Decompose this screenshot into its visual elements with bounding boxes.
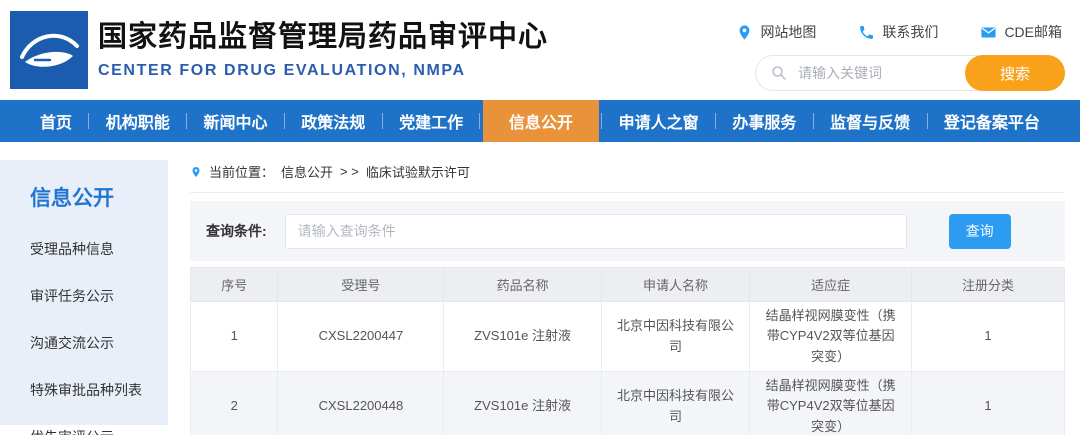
nav-item-supervision-feedback[interactable]: 监督与反馈 bbox=[830, 115, 911, 132]
sidebar-item-priority-review[interactable]: 优先审评公示 bbox=[30, 427, 158, 435]
cell-drug-name: ZVS101e 注射液 bbox=[443, 301, 602, 372]
nav-item-info-disclosure[interactable]: 信息公开 bbox=[482, 100, 599, 142]
nav-separator bbox=[812, 113, 814, 129]
query-label: 查询条件: bbox=[206, 223, 267, 239]
cell-applicant: 北京中因科技有限公司 bbox=[600, 371, 751, 435]
cell-seq: 1 bbox=[189, 301, 279, 372]
search-button[interactable]: 搜索 bbox=[965, 55, 1065, 91]
query-button[interactable]: 查询 bbox=[948, 213, 1011, 249]
sidebar: 信息公开 受理品种信息 审评任务公示 沟通交流公示 特殊审批品种列表 优先审评公… bbox=[0, 160, 168, 435]
cell-applicant: 北京中因科技有限公司 bbox=[600, 301, 751, 372]
nav-item-registration-platform[interactable]: 登记备案平台 bbox=[943, 115, 1040, 132]
breadcrumb-separator: > > bbox=[340, 164, 359, 179]
contact-link[interactable]: 联系我们 bbox=[858, 22, 938, 42]
cell-reg-class: 1 bbox=[911, 371, 1065, 435]
site-header: 国家药品监督管理局药品审评中心 CENTER FOR DRUG EVALUATI… bbox=[0, 0, 1080, 100]
nav-item-applicant-window[interactable]: 申请人之窗 bbox=[618, 115, 699, 132]
sidebar-item-communication[interactable]: 沟通交流公示 bbox=[30, 335, 114, 351]
query-bar: 查询条件: 查询 bbox=[190, 201, 1065, 261]
cell-drug-name: ZVS101e 注射液 bbox=[443, 371, 602, 435]
cell-indication: 结晶样视网膜变性（携带CYP4V2双等位基因突变） bbox=[749, 371, 913, 435]
col-header-applicant: 申请人名称 bbox=[600, 267, 751, 302]
col-header-indication: 适应症 bbox=[749, 267, 913, 302]
nav-separator bbox=[88, 113, 90, 129]
envelope-icon bbox=[981, 27, 997, 37]
phone-icon bbox=[860, 25, 874, 39]
nav-item-functions[interactable]: 机构职能 bbox=[105, 115, 170, 132]
col-header-acceptance-no: 受理号 bbox=[277, 267, 445, 302]
breadcrumb-pin-icon bbox=[192, 166, 200, 177]
location-pin-icon bbox=[739, 24, 750, 40]
cde-logo-icon bbox=[10, 11, 88, 89]
nav-item-party-building[interactable]: 党建工作 bbox=[399, 115, 464, 132]
nav-item-home[interactable]: 首页 bbox=[40, 115, 73, 132]
site-title: 国家药品监督管理局药品审评中心 bbox=[98, 21, 549, 53]
cell-seq: 2 bbox=[189, 371, 279, 435]
sitemap-label: 网站地图 bbox=[760, 24, 817, 40]
breadcrumb: 当前位置： 信息公开 > > 临床试验默示许可 bbox=[190, 162, 1065, 193]
nav-item-services[interactable]: 办事服务 bbox=[732, 115, 797, 132]
nav-separator bbox=[479, 113, 481, 129]
utility-links: 网站地图 联系我们 CDE邮箱 bbox=[736, 22, 1062, 42]
table-row: 1 CXSL2200447 ZVS101e 注射液 北京中因科技有限公司 结晶样… bbox=[189, 301, 1065, 372]
main-content: 当前位置： 信息公开 > > 临床试验默示许可 查询条件: 查询 序号 受理号 … bbox=[189, 162, 1065, 435]
site-subtitle: CENTER FOR DRUG EVALUATION, NMPA bbox=[98, 62, 466, 79]
search-input[interactable] bbox=[788, 65, 965, 81]
nav-item-policies[interactable]: 政策法规 bbox=[301, 115, 366, 132]
nav-separator bbox=[601, 113, 603, 129]
breadcrumb-page-link[interactable]: 临床试验默示许可 bbox=[365, 165, 470, 180]
nav-separator bbox=[283, 113, 285, 129]
col-header-drug-name: 药品名称 bbox=[443, 267, 602, 302]
sidebar-item-accepted-varieties[interactable]: 受理品种信息 bbox=[30, 241, 114, 257]
cde-mail-label: CDE邮箱 bbox=[1004, 24, 1062, 40]
sitemap-link[interactable]: 网站地图 bbox=[736, 22, 816, 42]
nav-separator bbox=[381, 113, 383, 129]
cell-reg-class: 1 bbox=[911, 301, 1065, 372]
cell-acceptance-no: CXSL2200448 bbox=[277, 371, 445, 435]
breadcrumb-section-link[interactable]: 信息公开 bbox=[281, 165, 334, 180]
results-table: 序号 受理号 药品名称 申请人名称 适应症 注册分类 1 CXSL2200447… bbox=[189, 267, 1065, 435]
nav-separator bbox=[186, 113, 188, 129]
nav-item-news[interactable]: 新闻中心 bbox=[203, 115, 268, 132]
table-row: 2 CXSL2200448 ZVS101e 注射液 北京中因科技有限公司 结晶样… bbox=[189, 371, 1065, 435]
main-nav: 首页 机构职能 新闻中心 政策法规 党建工作 信息公开 申请人之窗 办事服务 监… bbox=[0, 100, 1080, 142]
breadcrumb-prefix: 当前位置： bbox=[209, 165, 275, 180]
table-header-row: 序号 受理号 药品名称 申请人名称 适应症 注册分类 bbox=[189, 267, 1065, 302]
site-search: 搜索 bbox=[755, 55, 1065, 91]
nav-separator bbox=[714, 113, 716, 129]
page-body: 信息公开 受理品种信息 审评任务公示 沟通交流公示 特殊审批品种列表 优先审评公… bbox=[0, 142, 1080, 435]
search-icon bbox=[772, 66, 786, 80]
cde-mail-link[interactable]: CDE邮箱 bbox=[980, 22, 1062, 42]
sidebar-title: 信息公开 bbox=[30, 187, 114, 210]
col-header-reg-class: 注册分类 bbox=[911, 267, 1065, 302]
cell-acceptance-no: CXSL2200447 bbox=[277, 301, 445, 372]
contact-label: 联系我们 bbox=[882, 24, 939, 40]
cell-indication: 结晶样视网膜变性（携带CYP4V2双等位基因突变） bbox=[749, 301, 913, 372]
sidebar-item-special-approval[interactable]: 特殊审批品种列表 bbox=[30, 382, 142, 398]
col-header-seq: 序号 bbox=[189, 267, 279, 302]
query-input[interactable] bbox=[284, 213, 907, 249]
sidebar-item-review-tasks[interactable]: 审评任务公示 bbox=[30, 288, 114, 304]
nav-separator bbox=[926, 113, 928, 129]
